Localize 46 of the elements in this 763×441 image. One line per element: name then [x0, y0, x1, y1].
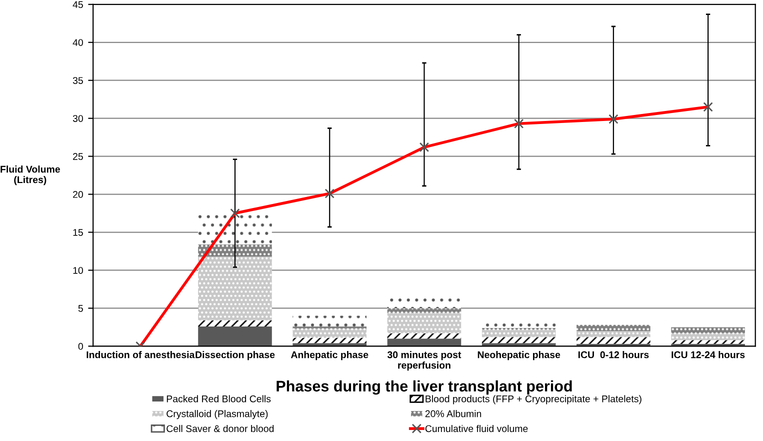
- legend-label: 20% Albumin: [425, 410, 482, 418]
- bar: [576, 330, 650, 338]
- bar: [671, 340, 745, 344]
- y-tick-label: 40: [72, 39, 83, 46]
- x-tick-label: ICU 12-24 hours: [672, 351, 745, 358]
- x-tick-label: ICU 0-12 hours: [578, 351, 649, 358]
- x-tick-label: Anhepatic phase: [290, 351, 368, 360]
- y-tick-label: 20: [73, 191, 83, 198]
- legend-label: Cumulative fluid volume: [425, 424, 528, 432]
- x-tick-label: Induction of anesthesia: [86, 351, 195, 358]
- y-tick-label: 10: [73, 266, 83, 274]
- legend-label: Blood products (FFP + Cryoprecipitate + Platelets): [426, 395, 642, 404]
- y-tick-label: 35: [72, 77, 83, 84]
- x-tick-label: 30 minutes post reperfusion: [387, 351, 462, 371]
- bar: [292, 316, 367, 326]
- y-tick-label: 15: [73, 229, 83, 236]
- bar: [198, 320, 272, 326]
- bar: [576, 324, 650, 331]
- bar: [198, 256, 272, 320]
- bar: [292, 338, 367, 344]
- bar: [387, 298, 462, 308]
- bar: [387, 333, 462, 339]
- bar: [387, 338, 462, 346]
- bar: [387, 312, 462, 334]
- x-axis-title: Phases during the liver transplant period: [276, 380, 572, 395]
- bar: [292, 328, 367, 338]
- bar: [198, 214, 272, 244]
- y-tick-label: 25: [73, 153, 83, 160]
- y-tick-label: 5: [78, 305, 83, 312]
- legend-label: Crystalloid (Plasmalyte): [166, 410, 268, 420]
- bar: [576, 337, 650, 344]
- legend-label: Packed Red Blood Cells: [166, 395, 271, 402]
- bar: [671, 333, 745, 340]
- y-axis-title: Fluid Volume (Litres): [0, 166, 60, 186]
- bar: [387, 308, 462, 313]
- bar: [671, 327, 745, 334]
- y-tick-label: 30: [72, 115, 83, 122]
- x-tick-label: Dissection phase: [196, 351, 275, 360]
- x-tick-label: Neohepatic phase: [478, 351, 560, 360]
- bar: [482, 329, 556, 338]
- y-tick-label: 0: [78, 342, 83, 350]
- legend-label: Cell Saver & donor blood: [166, 424, 274, 432]
- bar: [198, 326, 272, 346]
- bar: [482, 337, 556, 344]
- y-tick-label: 45: [72, 1, 83, 8]
- bar: [198, 244, 272, 257]
